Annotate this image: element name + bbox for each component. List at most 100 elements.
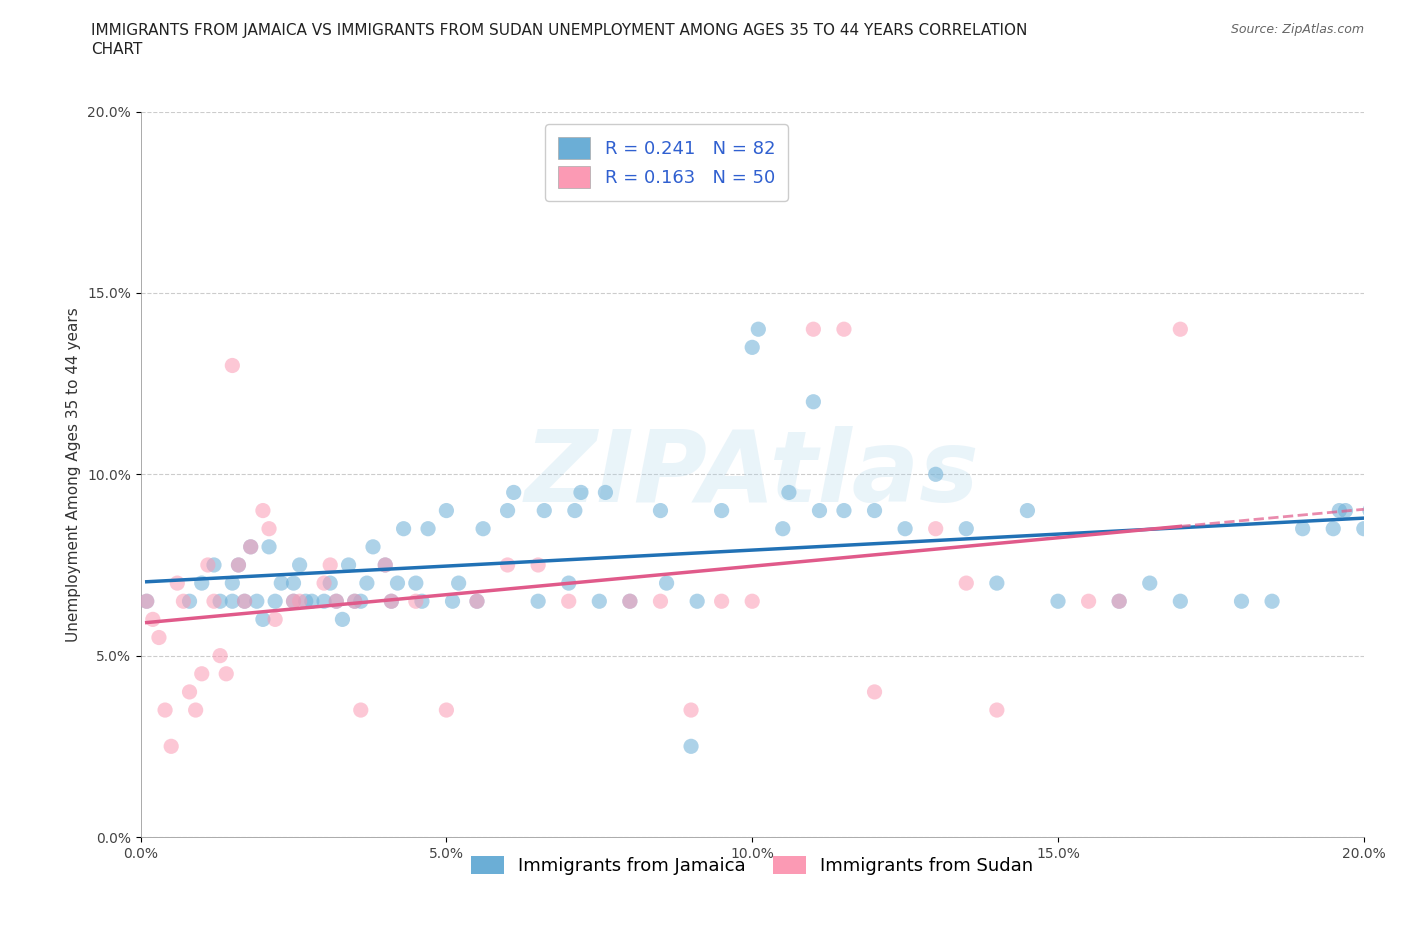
Point — [374, 558, 396, 573]
Legend: Immigrants from Jamaica, Immigrants from Sudan: Immigrants from Jamaica, Immigrants from… — [464, 848, 1040, 883]
Point — [1139, 576, 1161, 591]
Point — [283, 576, 305, 591]
Point — [741, 594, 763, 609]
Point — [533, 503, 555, 518]
Point — [803, 394, 825, 409]
Point — [301, 594, 323, 609]
Point — [1046, 594, 1070, 609]
Point — [209, 648, 232, 663]
Point — [527, 594, 550, 609]
Point — [166, 576, 188, 591]
Point — [747, 322, 769, 337]
Point — [233, 594, 256, 609]
Text: Source: ZipAtlas.com: Source: ZipAtlas.com — [1230, 23, 1364, 36]
Point — [343, 594, 366, 609]
Point — [361, 539, 384, 554]
Point — [215, 667, 238, 682]
Point — [1077, 594, 1099, 609]
Text: CHART: CHART — [91, 42, 143, 57]
Point — [319, 576, 342, 591]
Point — [1261, 594, 1284, 609]
Point — [502, 485, 524, 500]
Point — [496, 503, 519, 518]
Point — [288, 594, 311, 609]
Point — [894, 521, 917, 536]
Point — [925, 521, 948, 536]
Point — [1170, 594, 1192, 609]
Point — [710, 594, 733, 609]
Point — [472, 521, 495, 536]
Point — [527, 558, 550, 573]
Point — [283, 594, 305, 609]
Point — [264, 612, 287, 627]
Point — [356, 576, 378, 591]
Point — [191, 667, 214, 682]
Point — [264, 594, 287, 609]
Point — [569, 485, 592, 500]
Point — [925, 467, 948, 482]
Point — [1322, 521, 1344, 536]
Point — [650, 503, 672, 518]
Point — [270, 576, 292, 591]
Point — [387, 576, 409, 591]
Point — [142, 612, 165, 627]
Point — [772, 521, 794, 536]
Point — [1334, 503, 1357, 518]
Point — [246, 594, 269, 609]
Point — [436, 703, 458, 718]
Point — [191, 576, 214, 591]
Point — [179, 684, 201, 699]
Point — [1291, 521, 1313, 536]
Point — [172, 594, 194, 609]
Point — [436, 503, 458, 518]
Point — [252, 503, 274, 518]
Point — [239, 539, 262, 554]
Point — [135, 594, 157, 609]
Point — [257, 521, 280, 536]
Point — [153, 703, 176, 718]
Point — [986, 576, 1008, 591]
Point — [233, 594, 256, 609]
Point — [411, 594, 433, 609]
Point — [1108, 594, 1130, 609]
Point — [197, 558, 219, 573]
Point — [447, 576, 470, 591]
Point — [288, 558, 311, 573]
Point — [741, 340, 763, 355]
Point — [558, 594, 581, 609]
Point — [778, 485, 800, 500]
Point — [650, 594, 672, 609]
Point — [465, 594, 488, 609]
Point — [955, 576, 977, 591]
Point — [337, 558, 360, 573]
Point — [595, 485, 617, 500]
Point — [863, 503, 886, 518]
Point — [803, 322, 825, 337]
Point — [681, 738, 703, 753]
Point — [392, 521, 415, 536]
Point — [1358, 503, 1381, 518]
Point — [209, 594, 232, 609]
Point — [179, 594, 201, 609]
Point — [986, 703, 1008, 718]
Point — [294, 594, 316, 609]
Point — [1365, 521, 1388, 536]
Point — [283, 594, 305, 609]
Point — [319, 558, 342, 573]
Point — [808, 503, 831, 518]
Point — [588, 594, 610, 609]
Point — [619, 594, 641, 609]
Point — [710, 503, 733, 518]
Point — [1170, 322, 1192, 337]
Point — [1353, 521, 1375, 536]
Point — [325, 594, 347, 609]
Point — [374, 558, 396, 573]
Point — [350, 594, 373, 609]
Text: IMMIGRANTS FROM JAMAICA VS IMMIGRANTS FROM SUDAN UNEMPLOYMENT AMONG AGES 35 TO 4: IMMIGRANTS FROM JAMAICA VS IMMIGRANTS FR… — [91, 23, 1028, 38]
Point — [184, 703, 207, 718]
Point — [619, 594, 641, 609]
Point — [380, 594, 402, 609]
Point — [832, 503, 855, 518]
Point — [312, 576, 335, 591]
Point — [160, 738, 183, 753]
